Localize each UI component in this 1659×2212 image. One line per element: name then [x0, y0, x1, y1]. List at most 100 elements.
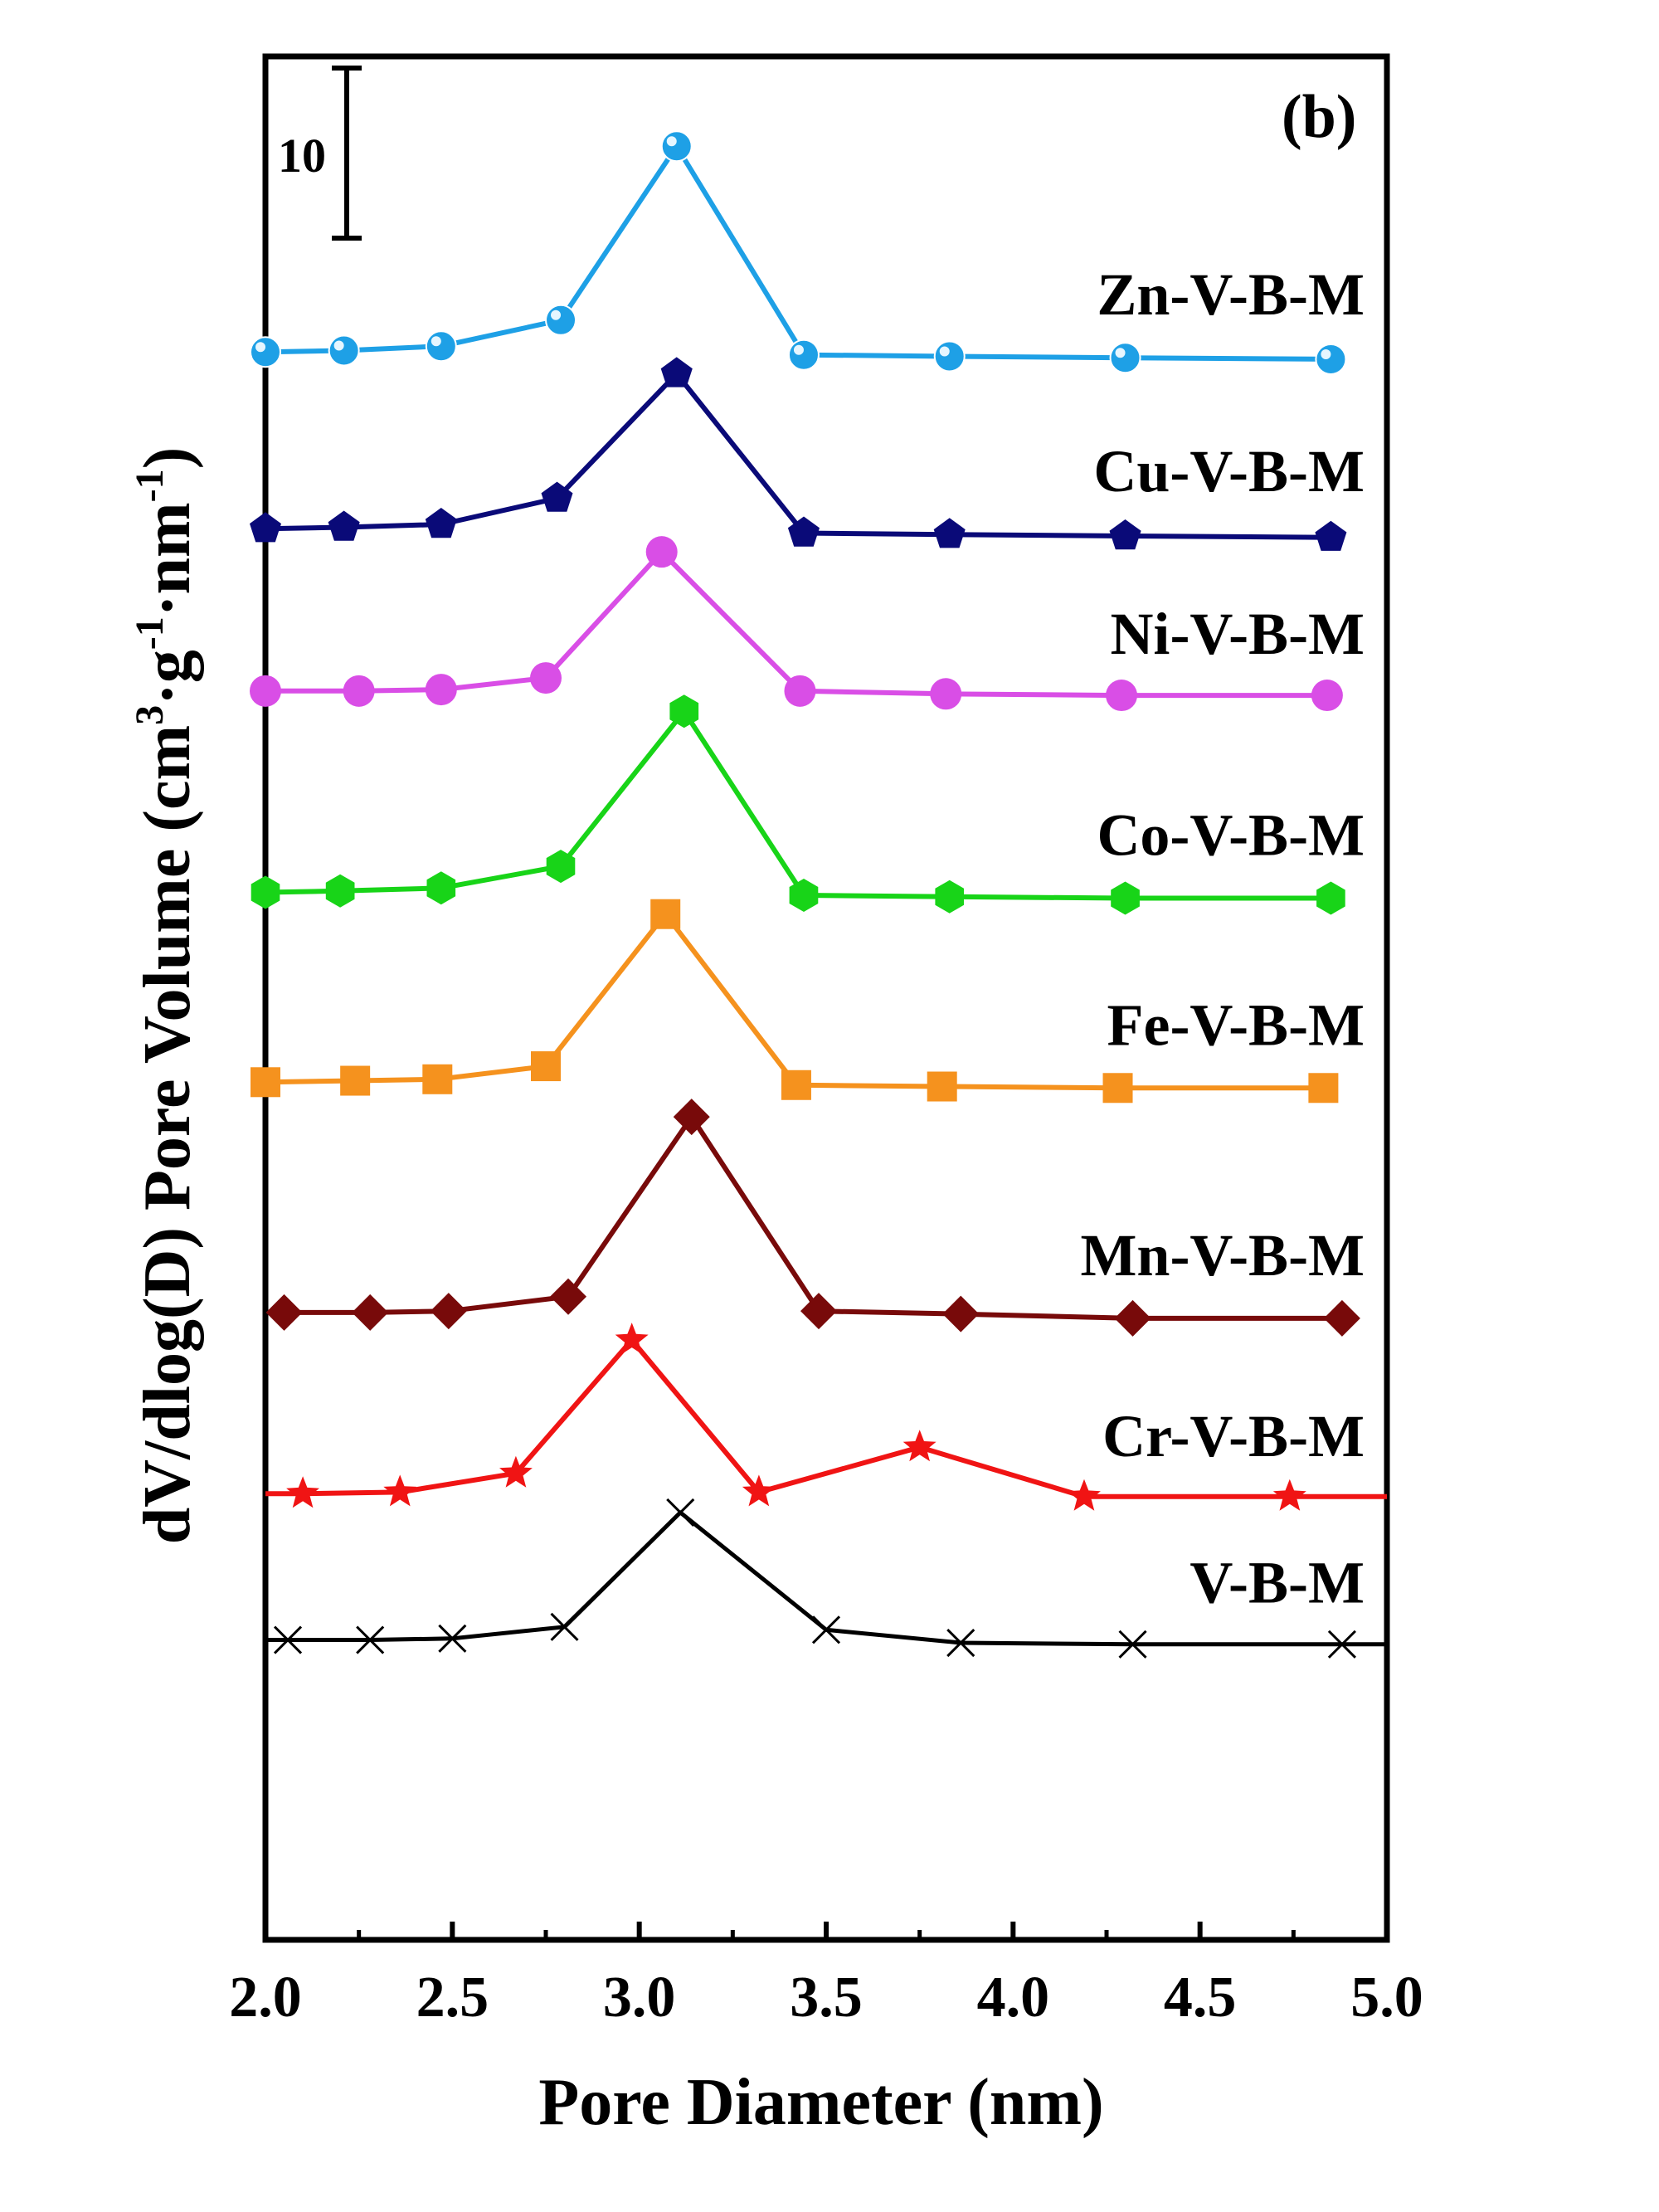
data-point-cu-v-b-m [250, 512, 281, 543]
series-fe-v-b-m: Fe-V-B-M [251, 899, 1365, 1104]
series-zn-v-b-m: Zn-V-B-M [250, 130, 1365, 375]
y-axis-label-mid-1: ·g [131, 650, 204, 705]
data-point-cu-v-b-m [1109, 519, 1141, 550]
data-point-mn-v-b-m [352, 1294, 389, 1331]
y-axis-label-sup-2: -1 [128, 616, 172, 650]
data-point-v-b-m [1327, 1630, 1356, 1659]
x-axis-label: Pore Diameter (nm) [538, 2066, 1103, 2139]
data-point-ni-v-b-m [645, 536, 678, 568]
scale-bar: 10 [278, 66, 362, 241]
data-point-cr-v-b-m [1068, 1479, 1101, 1511]
data-point-ni-v-b-m [1106, 680, 1138, 712]
data-point-v-b-m [666, 1498, 695, 1527]
data-point-cu-v-b-m [328, 510, 360, 541]
data-point-ni-v-b-m [530, 662, 562, 694]
data-point-fe-v-b-m [251, 1067, 280, 1098]
data-point-cr-v-b-m [286, 1476, 319, 1508]
data-point-cu-v-b-m [933, 518, 966, 548]
data-point-zn-v-b-m [660, 130, 693, 163]
series-co-v-b-m: Co-V-B-M [251, 694, 1365, 915]
x-tick-label-2.0: 2.0 [229, 1966, 302, 2029]
data-point-cr-v-b-m [902, 1430, 937, 1462]
data-point-v-b-m [811, 1615, 841, 1644]
x-tick-label-4.0: 4.0 [977, 1966, 1050, 2029]
data-point-cr-v-b-m [1272, 1479, 1306, 1511]
data-point-co-v-b-m [789, 879, 819, 912]
scale-bar-label: 10 [278, 129, 326, 183]
series-v-b-m: V-B-M [265, 1498, 1387, 1659]
data-point-mn-v-b-m [550, 1278, 587, 1315]
data-point-co-v-b-m [426, 871, 456, 905]
data-point-cu-v-b-m [660, 357, 693, 387]
data-point-zn-v-b-m [1315, 343, 1347, 375]
series-label-cu-v-b-m: Cu-V-B-M [1093, 438, 1365, 504]
data-point-co-v-b-m [546, 850, 576, 884]
data-point-co-v-b-m [325, 874, 355, 908]
data-point-mn-v-b-m [430, 1293, 467, 1330]
panel-label: (b) [1282, 83, 1356, 151]
x-tick-label-2.5: 2.5 [416, 1966, 489, 2029]
data-point-mn-v-b-m [1323, 1299, 1360, 1337]
data-point-v-b-m [438, 1624, 467, 1653]
data-point-co-v-b-m [669, 694, 699, 728]
data-point-zn-v-b-m [787, 339, 820, 371]
x-tick-label-4.5: 4.5 [1164, 1966, 1237, 2029]
y-axis-label-sup-3: -1 [128, 469, 172, 502]
series-cr-v-b-m: Cr-V-B-M [265, 1323, 1387, 1511]
data-point-zn-v-b-m [328, 334, 360, 367]
data-point-zn-v-b-m [933, 340, 966, 373]
y-axis-label-end: ) [131, 447, 204, 470]
data-point-cr-v-b-m [742, 1474, 776, 1507]
data-point-co-v-b-m [251, 875, 280, 909]
series-label-mn-v-b-m: Mn-V-B-M [1080, 1222, 1365, 1289]
data-point-cu-v-b-m [787, 516, 820, 547]
data-point-mn-v-b-m [673, 1099, 710, 1136]
data-point-zn-v-b-m [1109, 342, 1141, 374]
data-point-ni-v-b-m [250, 675, 281, 707]
data-point-fe-v-b-m [927, 1071, 957, 1102]
series-label-cr-v-b-m: Cr-V-B-M [1102, 1403, 1365, 1469]
series-label-co-v-b-m: Co-V-B-M [1097, 802, 1365, 869]
series-mn-v-b-m: Mn-V-B-M [265, 1099, 1365, 1337]
series-label-fe-v-b-m: Fe-V-B-M [1107, 992, 1365, 1058]
series-label-ni-v-b-m: Ni-V-B-M [1110, 601, 1365, 667]
data-point-ni-v-b-m [1311, 680, 1343, 712]
data-point-zn-v-b-m [425, 330, 457, 363]
data-point-mn-v-b-m [800, 1293, 837, 1330]
x-tick-label-5.0: 5.0 [1350, 1966, 1423, 2029]
series-layer: Zn-V-B-M Cu-V-B-M Ni-V-B-M Co-V-B-M Fe-V-B-M… [250, 130, 1387, 1659]
series-label-v-b-m: V-B-M [1190, 1550, 1365, 1616]
data-point-fe-v-b-m [1308, 1073, 1339, 1104]
data-point-fe-v-b-m [340, 1065, 371, 1096]
series-cu-v-b-m: Cu-V-B-M [250, 357, 1365, 551]
data-point-fe-v-b-m [650, 899, 681, 929]
data-point-cr-v-b-m [499, 1455, 533, 1488]
data-point-mn-v-b-m [265, 1294, 303, 1331]
data-point-co-v-b-m [1111, 881, 1140, 915]
x-tick-label-3.0: 3.0 [603, 1966, 676, 2029]
data-point-v-b-m [946, 1628, 975, 1658]
x-tick-label-3.5: 3.5 [790, 1966, 863, 2029]
data-point-cu-v-b-m [541, 481, 573, 512]
data-point-v-b-m [550, 1612, 579, 1641]
data-point-zn-v-b-m [250, 336, 281, 368]
y-axis-label-main: dV/dlog(D) Pore Volume (cm [131, 725, 204, 1544]
data-point-cu-v-b-m [425, 508, 457, 538]
data-point-fe-v-b-m [531, 1051, 561, 1082]
data-point-v-b-m [273, 1625, 303, 1654]
data-point-v-b-m [1118, 1630, 1147, 1659]
data-point-co-v-b-m [1316, 881, 1345, 915]
y-axis-label-mid-2: ·nm [131, 502, 204, 616]
data-point-fe-v-b-m [1102, 1073, 1133, 1104]
data-point-cu-v-b-m [1315, 520, 1347, 551]
data-point-ni-v-b-m [343, 675, 375, 707]
x-axis-ticks: 2.0 2.5 3.0 3.5 4.0 4.5 5.0 [229, 1922, 1423, 2029]
data-point-ni-v-b-m [425, 674, 457, 706]
series-ni-v-b-m: Ni-V-B-M [250, 536, 1365, 712]
data-point-mn-v-b-m [942, 1295, 980, 1333]
series-line-cr-v-b-m [265, 1337, 1387, 1499]
data-point-v-b-m [356, 1625, 385, 1654]
data-point-ni-v-b-m [930, 678, 962, 710]
data-point-fe-v-b-m [422, 1064, 453, 1094]
